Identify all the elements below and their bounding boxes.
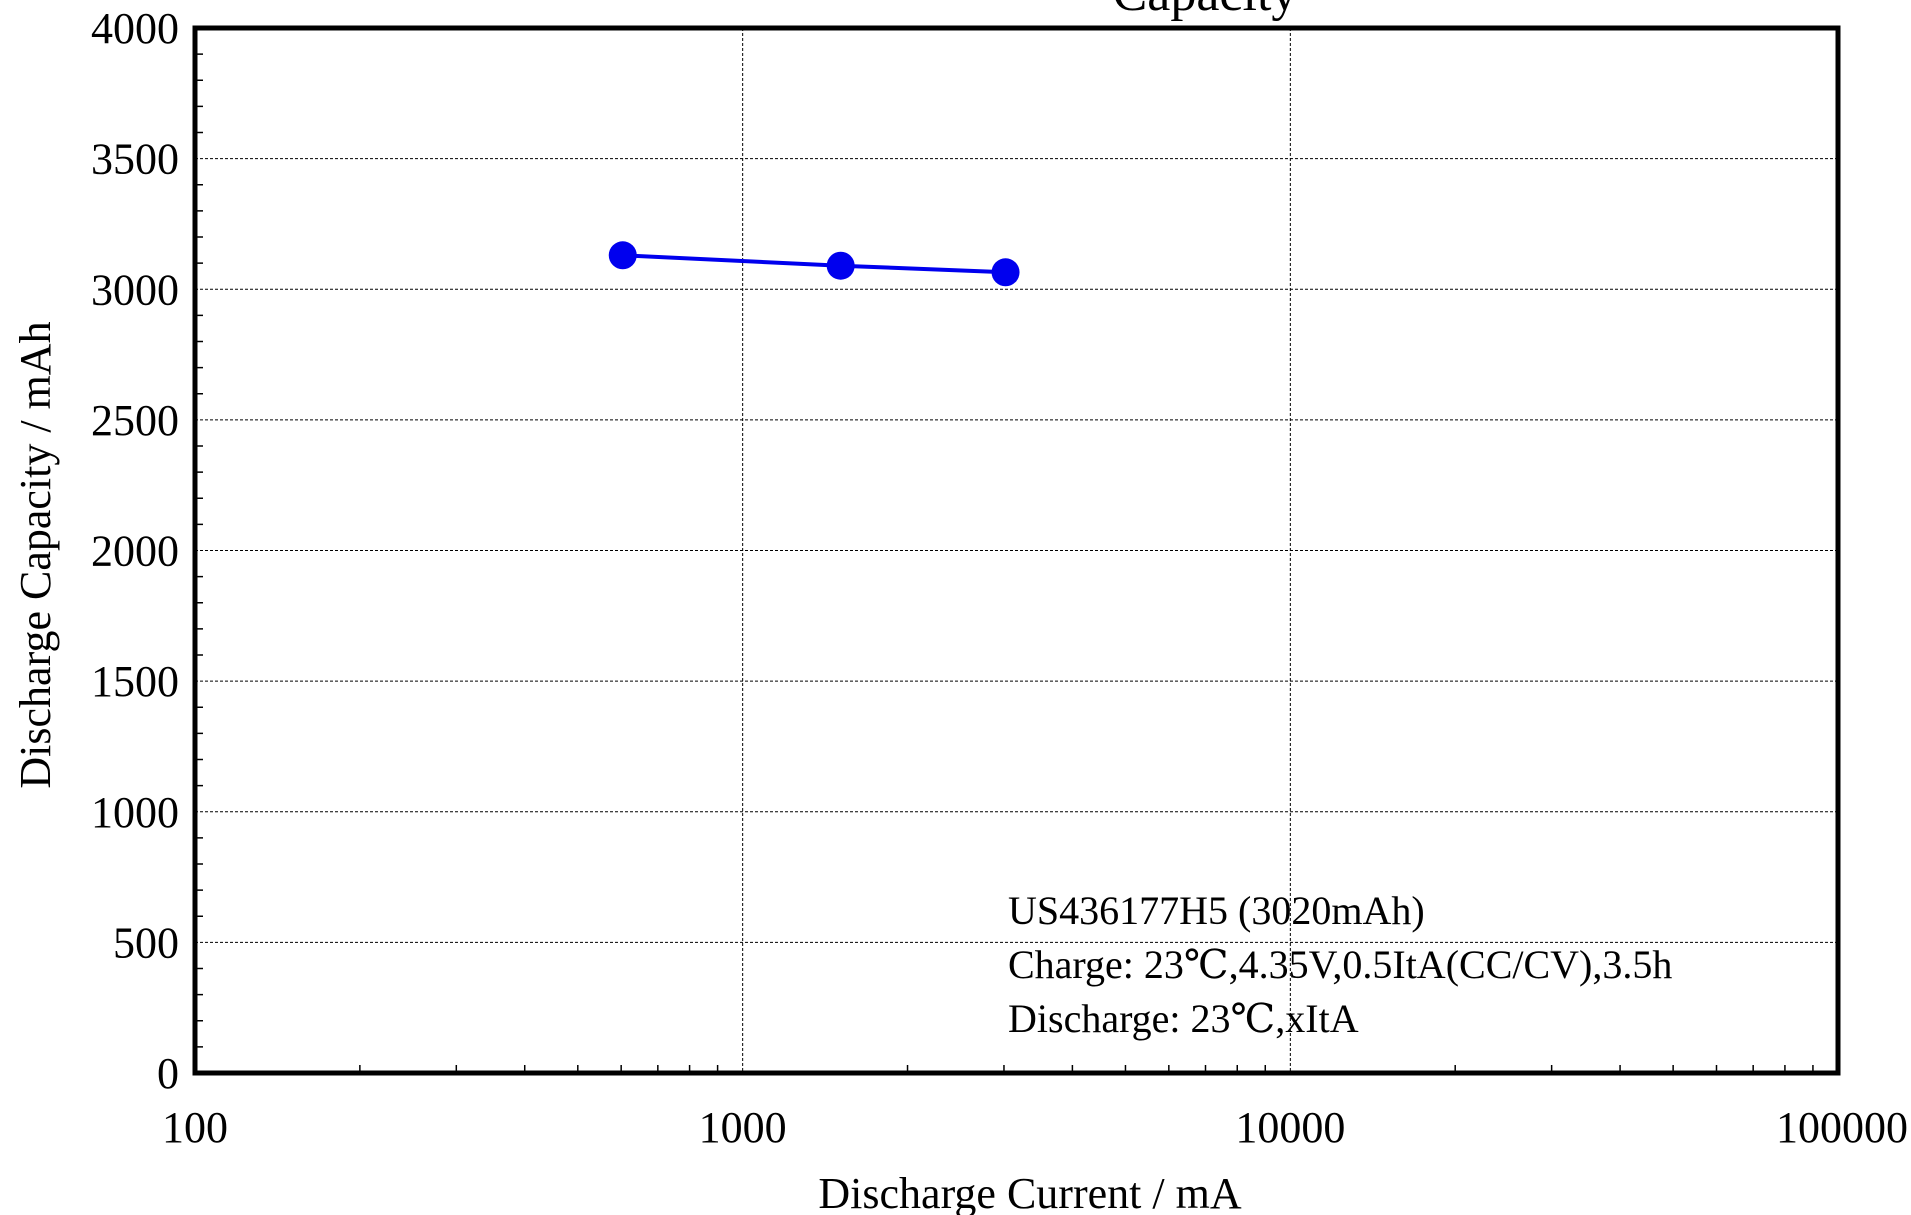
series-layer (609, 241, 1020, 286)
series-point (827, 252, 855, 280)
x-tick-labels: 100 1000 10000 100000 (162, 1103, 1908, 1152)
y-tick-label: 3500 (91, 135, 179, 184)
annotation-charge: Charge: 23℃,4.35V,0.5ItA(CC/CV),3.5h (1008, 942, 1672, 987)
y-tick-labels: 0 500 1000 1500 2000 2500 3000 3500 4000 (91, 4, 179, 1098)
annotation-model: US436177H5 (3020mAh) (1008, 888, 1425, 933)
x-axis-title: Discharge Current / mA (818, 1169, 1241, 1215)
series-line (623, 255, 1006, 272)
y-tick-label: 4000 (91, 4, 179, 53)
chart-title-fragment: Capacity (1113, 0, 1298, 22)
x-tick-label: 100000 (1776, 1103, 1908, 1152)
annotation-discharge: Discharge: 23℃,xItA (1008, 996, 1359, 1041)
y-axis-title: Discharge Capacity / mAh (11, 321, 60, 788)
x-tick-label: 10000 (1235, 1103, 1345, 1152)
x-tick-label: 100 (162, 1103, 228, 1152)
series-point (609, 241, 637, 269)
y-tick-label: 0 (157, 1049, 179, 1098)
annotation-block: US436177H5 (3020mAh) Charge: 23℃,4.35V,0… (1008, 888, 1672, 1041)
series-point (992, 258, 1020, 286)
y-tick-label: 500 (113, 918, 179, 967)
y-tick-label: 1500 (91, 657, 179, 706)
y-tick-label: 1000 (91, 788, 179, 837)
y-tick-label: 2000 (91, 527, 179, 576)
y-tick-label: 3000 (91, 265, 179, 314)
minor-ticks (195, 54, 1813, 1073)
y-tick-label: 2500 (91, 396, 179, 445)
x-tick-label: 1000 (699, 1103, 787, 1152)
